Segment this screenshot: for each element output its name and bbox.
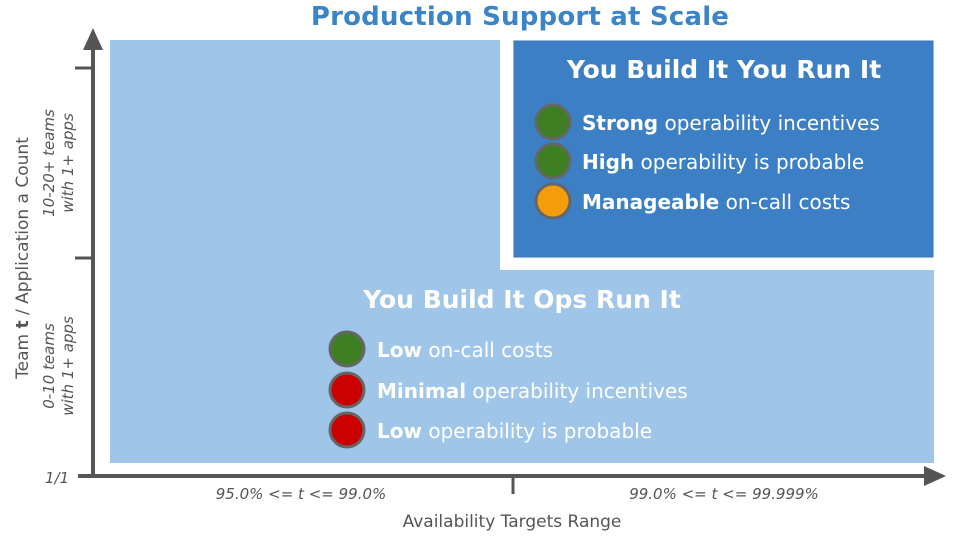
you-run-it-title: You Build It You Run It xyxy=(566,55,881,84)
status-dot-green xyxy=(534,103,572,141)
ops-run-it-title: You Build It Ops Run It xyxy=(362,285,681,314)
status-dot-green xyxy=(328,330,366,368)
item-text: operability is probable xyxy=(634,150,864,174)
x-tick-right: 99.0% <= t <= 99.999% xyxy=(629,485,819,503)
svg-text:Manageable on-call costs: Manageable on-call costs xyxy=(582,190,850,214)
top-item-2: High operability is probable xyxy=(534,142,864,180)
item-text: on-call costs xyxy=(719,190,850,214)
page-title: Production Support at Scale xyxy=(310,2,730,32)
item-text: on-call costs xyxy=(422,338,553,362)
bottom-item-1: Low on-call costs xyxy=(328,330,553,368)
status-dot-red xyxy=(328,371,366,409)
y-tick-upper-line2: with 1+ apps xyxy=(59,113,77,213)
bottom-item-3: Low operability is probable xyxy=(328,411,652,449)
item-bold-text: Strong xyxy=(582,111,658,135)
y-tick-lower-line2: with 1+ apps xyxy=(59,316,77,416)
item-bold-text: Minimal xyxy=(377,379,466,403)
item-text: operability is probable xyxy=(422,419,652,443)
svg-text:Low on-call costs: Low on-call costs xyxy=(377,338,553,362)
status-dot-red xyxy=(328,411,366,449)
x-tick-left: 95.0% <= t <= 99.0% xyxy=(216,485,387,503)
you-run-it-region xyxy=(513,40,934,258)
item-text: operability incentives xyxy=(466,379,688,403)
item-text: operability incentives xyxy=(658,111,880,135)
y-axis-label: Team t / Application a Count xyxy=(13,137,33,380)
svg-text:Low operability is probable: Low operability is probable xyxy=(377,419,652,443)
top-item-3: Manageable on-call costs xyxy=(534,182,850,220)
item-bold-text: Low xyxy=(377,338,422,362)
x-axis-arrow xyxy=(924,466,946,486)
item-bold-text: Manageable xyxy=(582,190,719,214)
top-item-1: Strong operability incentives xyxy=(534,103,880,141)
status-dot-green xyxy=(534,142,572,180)
ops-run-it-region xyxy=(110,40,934,463)
svg-text:High operability is probable: High operability is probable xyxy=(582,150,864,174)
svg-text:Strong operability incentives: Strong operability incentives xyxy=(582,111,880,135)
item-bold-text: Low xyxy=(377,419,422,443)
origin-label: 1/1 xyxy=(45,469,69,487)
status-dot-orange xyxy=(534,182,572,220)
bottom-item-2: Minimal operability incentives xyxy=(328,371,688,409)
item-bold-text: High xyxy=(582,150,634,174)
y-axis-arrow xyxy=(83,28,103,50)
y-tick-upper: 10-20+ teams with 1+ apps xyxy=(40,109,77,217)
svg-text:Minimal operability incentives: Minimal operability incentives xyxy=(377,379,688,403)
y-tick-lower-line1: 0-10 teams xyxy=(40,323,58,409)
x-axis-label: Availability Targets Range xyxy=(403,512,622,532)
y-tick-lower: 0-10 teams with 1+ apps xyxy=(40,316,77,416)
y-tick-upper-line1: 10-20+ teams xyxy=(40,109,58,217)
